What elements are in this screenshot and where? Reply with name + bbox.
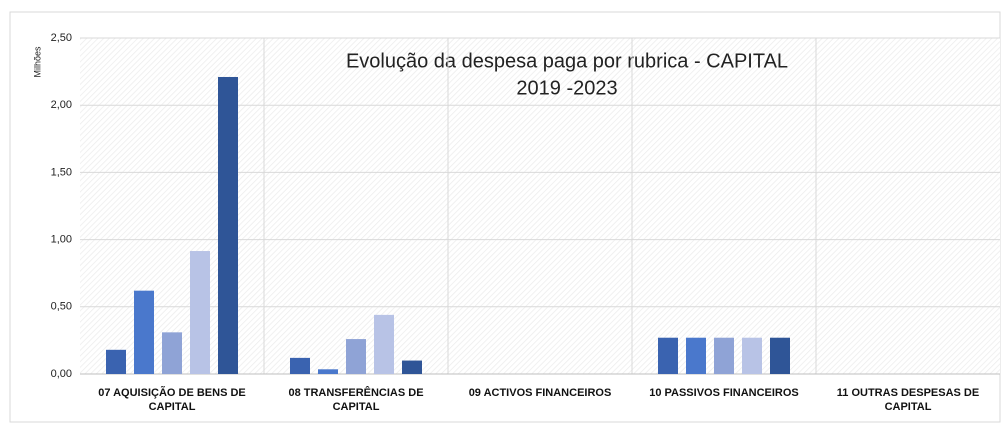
bar [686, 337, 706, 374]
bar [770, 337, 790, 374]
bar [162, 332, 182, 374]
bar [290, 357, 310, 374]
chart-subtitle: 2019 -2023 [516, 77, 617, 99]
y-tick-label: 0,00 [51, 368, 72, 380]
y-tick-label: 1,00 [51, 234, 72, 246]
bar [218, 76, 238, 374]
x-tick-label: 11 OUTRAS DESPESAS DE CAPITAL [836, 387, 980, 413]
y-tick-label: 1,50 [51, 166, 72, 178]
bar [658, 337, 678, 374]
x-tick-label: 09 ACTIVOS FINANCEIROS [468, 387, 612, 399]
y-tick-label: 2,00 [51, 99, 72, 111]
bar [106, 349, 126, 374]
x-tick-label: 07 AQUISIÇÃO DE BENS DE CAPITAL [98, 387, 246, 413]
bar [402, 360, 422, 374]
x-tick-label: 08 TRANSFERÊNCIAS DE CAPITAL [288, 387, 424, 413]
y-axis-label: Milhões [32, 46, 42, 78]
bar [714, 337, 734, 374]
bar [742, 337, 762, 374]
bar [374, 314, 394, 374]
bar [134, 290, 154, 374]
x-tick-label: 10 PASSIVOS FINANCEIROS [649, 387, 799, 399]
bar [318, 369, 338, 374]
y-tick-label: 2,50 [51, 32, 72, 44]
bar [346, 339, 366, 374]
chart-title: Evolução da despesa paga por rubrica - C… [346, 50, 788, 72]
y-tick-label: 0,50 [51, 301, 72, 313]
bar [190, 251, 210, 374]
